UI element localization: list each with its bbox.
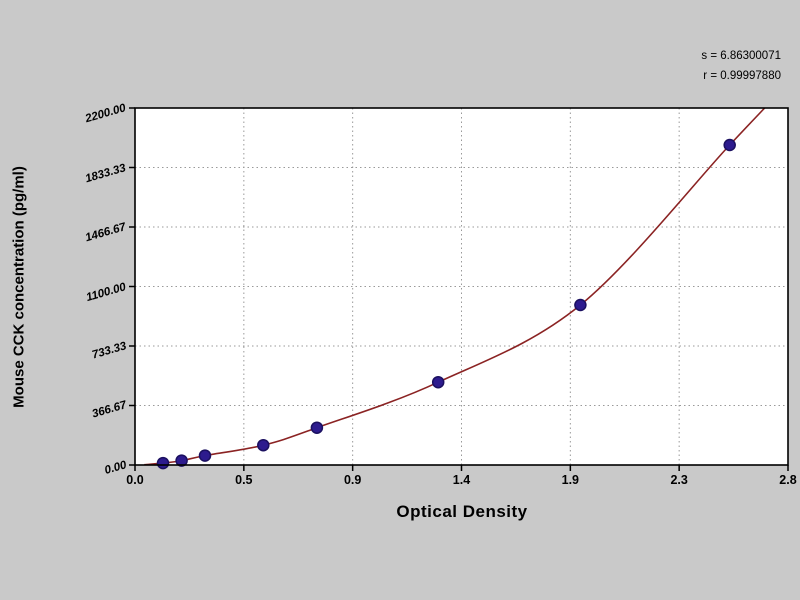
y-tick-label: 1466.67	[84, 221, 128, 245]
x-tick-label: 0.5	[235, 473, 253, 487]
y-tick-label: 0.00	[102, 459, 128, 477]
y-tick-label: 366.67	[90, 399, 128, 421]
y-tick-label: 733.33	[90, 340, 128, 362]
fit-annotation-s: s = 6.86300071	[701, 50, 781, 62]
data-point	[723, 138, 736, 152]
data-point	[156, 456, 170, 470]
data-point	[574, 298, 587, 312]
y-tick-label: 1833.33	[84, 161, 128, 185]
x-tick-label: 2.3	[670, 473, 688, 487]
x-tick-label: 2.8	[779, 473, 797, 487]
x-tick-label: 1.4	[452, 473, 471, 487]
data-point	[431, 375, 445, 389]
y-tick-label: 1100.00	[85, 280, 128, 304]
fit-annotations: s = 6.86300071 r = 0.99997880	[701, 46, 781, 86]
x-tick-label: 1.9	[561, 473, 580, 487]
x-axis-title: Optical Density	[396, 502, 528, 521]
data-point	[310, 421, 324, 434]
x-tick-label: 0.0	[126, 473, 144, 487]
data-point	[198, 449, 212, 462]
data-point	[257, 438, 270, 452]
y-tick-label: 2200.00	[84, 102, 128, 126]
fit-annotation-r: r = 0.99997880	[703, 70, 781, 82]
x-tick-label: 0.9	[343, 473, 362, 487]
data-point	[175, 454, 188, 467]
